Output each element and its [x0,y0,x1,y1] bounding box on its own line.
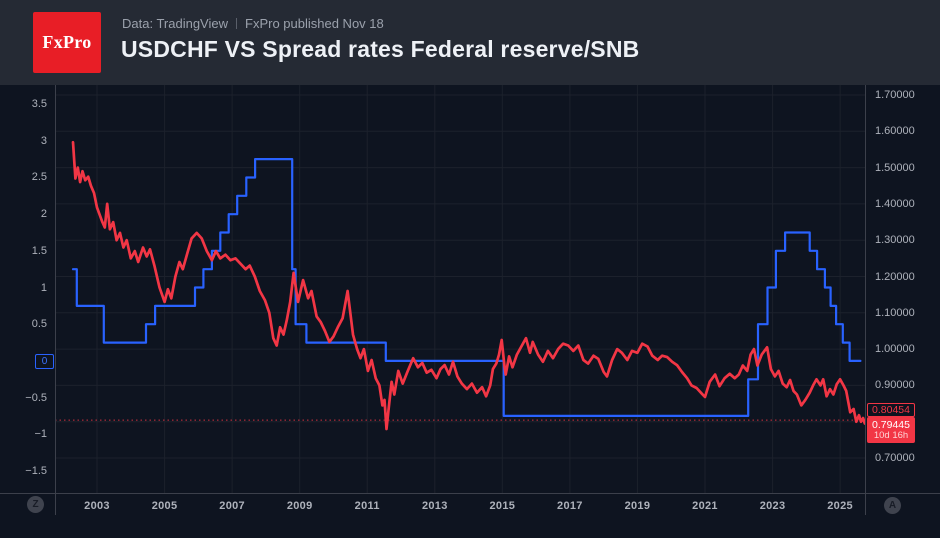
axis-tick-label: 2021 [692,500,718,512]
last-price-badge: 0.79445 10d 16h [867,416,915,443]
axis-tick-label: 1.10000 [875,306,915,319]
usdchf-series-line [71,140,865,431]
auto-scale-badge: A [884,497,901,514]
axis-tick-label: 2025 [827,500,853,512]
subtitle-separator [236,18,237,29]
price-line-label: 0.80454 [867,403,915,418]
time-scale[interactable]: 2003 2005 2007 2009 2011 2013 2015 2017 2019 2021… [55,494,865,520]
axis-tick-label: 2017 [557,500,583,512]
spread-last-value-badge: 0 [35,353,54,369]
last-price-value: 0.79445 [872,418,910,431]
axis-tick-label: 2015 [489,500,516,512]
header-bar: FxPro Data: TradingView FxPro published N… [0,0,940,85]
fxpro-logo-text: FxPro [42,32,92,52]
axis-tick-label: 1.60000 [875,125,915,138]
chart-canvas [55,85,865,493]
published-text: FxPro published Nov 18 [245,16,384,31]
axis-tick-label: 3 [40,134,47,147]
axis-tick-label: 2005 [151,500,178,512]
zoom-badge: Z [27,496,44,513]
axis-tick-label: 0.5 [31,318,47,331]
axis-tick-label: 2013 [421,500,448,512]
data-source-text: Data: TradingView [122,16,228,31]
axis-tick-label: 3.5 [31,98,47,111]
axis-tick-label: −1.5 [25,464,47,477]
chart-plot[interactable] [55,85,865,493]
axis-tick-label: 0.70000 [875,452,915,465]
bar-countdown: 10d 16h [873,429,909,441]
fxpro-logo: FxPro [33,12,101,73]
axis-tick-label: 1.20000 [875,270,915,283]
axis-tick-label: 2007 [219,500,245,512]
time-axis-border [0,493,940,494]
left-axis-border [55,85,56,515]
axis-tick-label: 2023 [759,500,786,512]
axis-tick-label: 0.90000 [875,379,915,392]
axis-tick-label: 2019 [624,500,651,512]
spread-series-line [71,158,862,417]
left-price-scale[interactable]: 0 3.5 3 2.5 2 1.5 1 0.5 −0.5 −1 −1.5 [0,85,55,493]
grid-lines [55,85,865,493]
axis-tick-label: 1 [40,281,47,294]
axis-tick-label: −0.5 [25,391,47,404]
axis-tick-label: 1.5 [31,244,47,257]
axis-tick-label: 2.5 [31,171,47,184]
axis-tick-label: 1.50000 [875,161,915,174]
axis-tick-label: 1.70000 [875,88,915,101]
axis-tick-label: 2 [40,208,47,221]
chart-source-line: Data: TradingView FxPro published Nov 18 [122,16,384,31]
axis-tick-label: 1.30000 [875,234,915,247]
right-axis-border [865,85,866,515]
axis-tick-label: 2003 [84,500,110,512]
axis-tick-label: −1 [34,428,47,441]
axis-tick-label: 2009 [286,500,313,512]
right-price-scale[interactable]: 0.80454 0.79445 10d 16h 1.70000 1.60000 1.… [866,85,940,493]
axis-tick-label: 2011 [354,500,380,512]
page-title: USDCHF VS Spread rates Federal reserve/S… [121,36,640,62]
axis-tick-label: 1.40000 [875,197,915,210]
axis-tick-label: 1.00000 [875,343,915,356]
